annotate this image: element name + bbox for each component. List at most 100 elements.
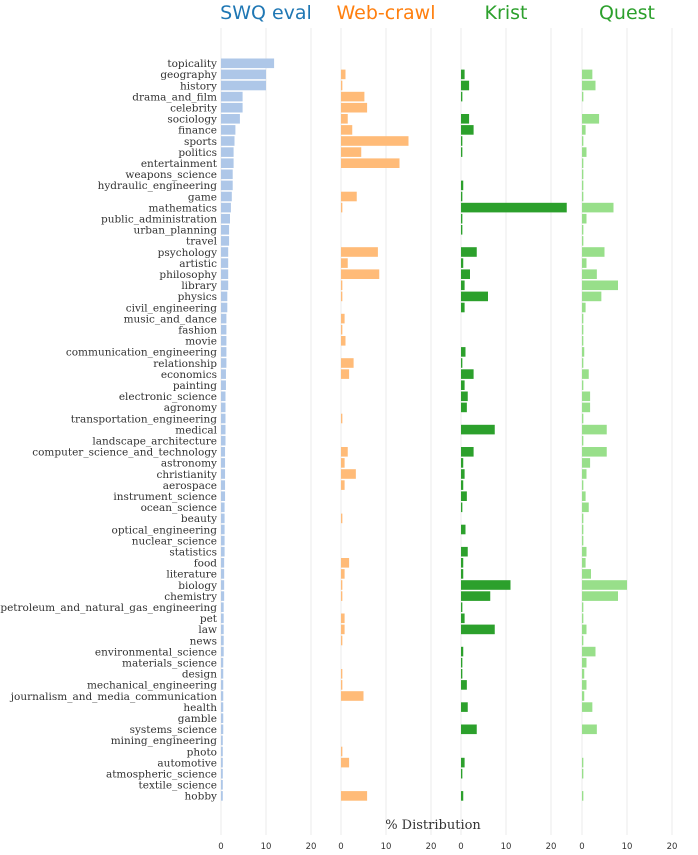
- bar-web-crawl: [341, 147, 362, 157]
- category-label: photo: [187, 746, 217, 758]
- x-tick-label: 0: [458, 842, 463, 852]
- bar-swq-eval: [221, 191, 232, 202]
- bar-web-crawl: [341, 102, 368, 113]
- x-tick-label: 0: [218, 842, 223, 852]
- bar-quest: [582, 125, 586, 135]
- bar-quest: [582, 147, 587, 157]
- panel-title: Quest: [599, 2, 655, 24]
- category-label: mathematics: [149, 202, 217, 214]
- bar-krist: [461, 91, 463, 102]
- category-label: public_administration: [101, 214, 217, 226]
- bar-quest: [582, 558, 586, 568]
- bar-swq-eval: [221, 447, 226, 457]
- bar-swq-eval: [221, 435, 226, 446]
- bar-swq-eval: [221, 513, 225, 524]
- bar-quest: [582, 213, 587, 224]
- category-label: electronic_science: [119, 391, 217, 403]
- category-label: entertainment: [141, 158, 218, 170]
- bar-swq-eval: [221, 180, 233, 191]
- bar-swq-eval: [221, 424, 226, 435]
- bar-krist: [461, 480, 464, 490]
- bar-web-crawl: [341, 746, 343, 757]
- bar-web-crawl: [341, 136, 409, 146]
- bar-swq-eval: [221, 258, 229, 268]
- bar-web-crawl: [341, 469, 356, 479]
- category-label: instrument_science: [113, 491, 217, 503]
- bar-quest: [582, 347, 585, 357]
- panel-title: Krist: [485, 2, 528, 24]
- bar-swq-eval: [221, 136, 235, 146]
- category-label: finance: [178, 125, 217, 137]
- bar-quest: [582, 791, 584, 801]
- category-label: mechanical_engineering: [87, 680, 217, 692]
- bar-krist: [461, 180, 464, 191]
- bar-swq-eval: [221, 102, 243, 113]
- category-label: gamble: [178, 713, 217, 725]
- bar-quest: [582, 435, 584, 446]
- category-label: sociology: [167, 114, 217, 126]
- bar-swq-eval: [221, 624, 224, 635]
- bar-quest: [582, 646, 596, 657]
- bar-swq-eval: [221, 80, 266, 91]
- bar-quest: [582, 480, 584, 490]
- bar-swq-eval: [221, 291, 228, 302]
- category-label: game: [188, 191, 217, 203]
- category-label: music_and_dance: [124, 313, 217, 325]
- bar-swq-eval: [221, 147, 234, 157]
- panel-title: SWQ eval: [220, 2, 312, 24]
- bar-swq-eval: [221, 302, 228, 313]
- bar-krist: [461, 569, 464, 579]
- category-label: library: [181, 280, 217, 292]
- bar-krist: [461, 114, 470, 124]
- bar-web-crawl: [341, 624, 345, 635]
- bar-web-crawl: [341, 513, 343, 524]
- category-label: history: [180, 80, 217, 92]
- bar-swq-eval: [221, 546, 225, 557]
- bar-swq-eval: [221, 91, 243, 102]
- category-label: weapons_science: [125, 169, 217, 181]
- bar-krist: [461, 546, 468, 557]
- category-label: law: [198, 624, 217, 636]
- bar-krist: [461, 247, 477, 257]
- bar-quest: [582, 657, 587, 668]
- category-label: design: [182, 669, 217, 681]
- bar-krist: [461, 347, 466, 357]
- category-label: optical_engineering: [112, 524, 218, 536]
- bar-swq-eval: [221, 247, 229, 257]
- bar-krist: [461, 591, 491, 601]
- bar-krist: [461, 680, 467, 690]
- bar-swq-eval: [221, 213, 230, 224]
- bar-quest: [582, 513, 584, 524]
- bar-krist: [461, 724, 477, 735]
- bar-swq-eval: [221, 757, 223, 768]
- category-label: computer_science_and_technology: [32, 447, 217, 459]
- category-label: urban_planning: [134, 225, 218, 237]
- bar-web-crawl: [341, 280, 343, 291]
- bar-web-crawl: [341, 580, 343, 590]
- category-label: petroleum_and_natural_gas_engineering: [0, 602, 217, 614]
- bar-krist: [461, 469, 465, 479]
- bar-quest: [582, 635, 584, 646]
- category-label: christianity: [156, 469, 217, 481]
- x-tick-label: 10: [261, 842, 272, 852]
- bar-krist: [461, 402, 467, 413]
- x-tick-label: 20: [667, 842, 678, 852]
- category-label: economics: [161, 369, 217, 381]
- bar-quest: [582, 169, 584, 180]
- category-label: atmospheric_science: [106, 769, 217, 781]
- bar-web-crawl: [341, 447, 348, 457]
- category-label: politics: [178, 147, 217, 159]
- bar-krist: [461, 702, 468, 712]
- bar-swq-eval: [221, 491, 226, 501]
- x-tick-label: 10: [501, 842, 512, 852]
- bar-krist: [461, 491, 467, 501]
- x-tick-label: 10: [622, 842, 633, 852]
- x-tick-label: 0: [579, 842, 584, 852]
- bar-krist: [461, 768, 463, 779]
- bar-web-crawl: [341, 269, 380, 279]
- bar-quest: [582, 580, 627, 590]
- category-label: relationship: [153, 358, 217, 370]
- bar-krist: [461, 424, 495, 435]
- category-label: textile_science: [139, 780, 217, 792]
